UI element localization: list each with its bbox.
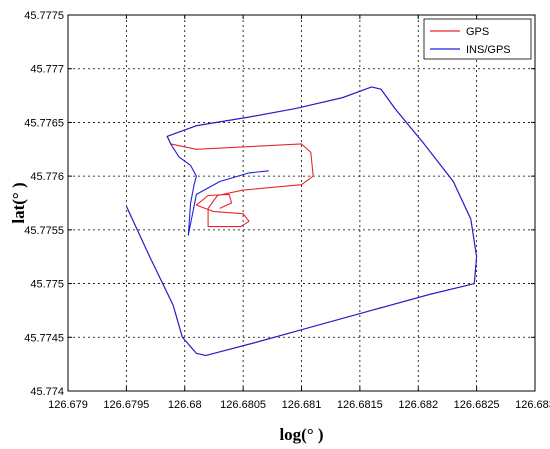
x-tick-label: 126.6815 [337, 399, 383, 411]
x-tick-label: 126.679 [48, 399, 88, 411]
legend-box [423, 18, 532, 60]
x-tick-label: 126.683 [515, 399, 550, 411]
y-tick-label: 45.776 [30, 171, 64, 183]
y-tick-label: 45.777 [30, 64, 64, 76]
x-tick-label: 126.682 [398, 399, 438, 411]
x-axis-label: log(° ) [279, 425, 323, 444]
y-tick-label: 45.7775 [24, 10, 64, 22]
x-tick-label: 126.6795 [103, 399, 149, 411]
legend-label-ins-gps: INS/GPS [466, 44, 511, 56]
y-tick-label: 45.774 [30, 386, 64, 398]
y-tick-label: 45.7745 [24, 332, 64, 344]
series-lines [125, 86, 478, 357]
y-tick-label: 45.7755 [24, 225, 64, 237]
y-axis-label: lat(° ) [9, 182, 28, 223]
x-tick-label: 126.68 [168, 399, 202, 411]
series-line-ins-gps [125, 86, 478, 357]
x-tick-label: 126.6825 [454, 399, 500, 411]
y-tick-label: 45.7765 [24, 117, 64, 129]
legend-label-gps: GPS [466, 26, 489, 38]
y-tick-label: 45.775 [30, 279, 64, 291]
legend: GPS INS/GPS [423, 18, 532, 60]
tick-marks [67, 14, 536, 392]
plot-background [68, 15, 535, 391]
x-tick-labels: 126.679 126.6795 126.68 126.6805 126.681 126.… [48, 399, 550, 411]
x-tick-label: 126.681 [282, 399, 322, 411]
y-tick-labels: 45.774 45.7745 45.775 45.7755 45.776 45.7765 4… [24, 10, 64, 398]
x-tick-label: 126.6805 [220, 399, 266, 411]
